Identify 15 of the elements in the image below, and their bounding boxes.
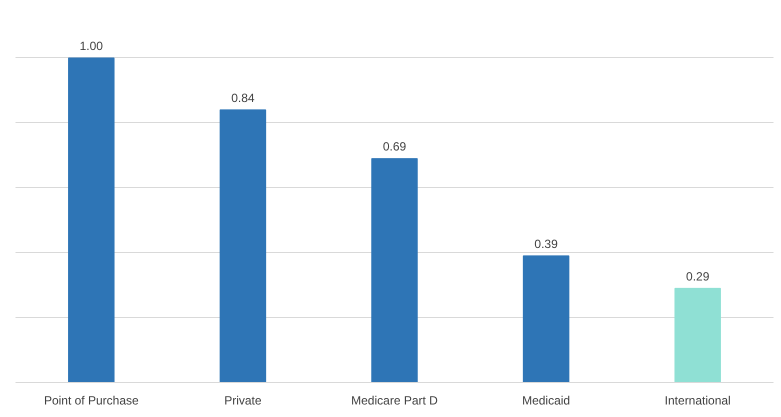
data-label: 1.00: [80, 38, 104, 53]
x-tick-label: Medicaid: [522, 394, 570, 408]
bar: [220, 109, 266, 382]
x-tick-label: Private: [224, 394, 262, 408]
data-label: 0.29: [686, 269, 710, 284]
x-tick-label: Point of Purchase: [44, 394, 139, 408]
bar: [68, 57, 115, 382]
data-label: 0.39: [534, 236, 558, 251]
data-label: 0.84: [231, 90, 255, 105]
bar: [674, 288, 721, 382]
x-tick-label: International: [664, 394, 731, 408]
bar: [522, 255, 570, 382]
data-label: 0.69: [382, 140, 407, 154]
x-tick-label: Medicare Part D: [351, 394, 438, 408]
bar: [371, 158, 418, 382]
